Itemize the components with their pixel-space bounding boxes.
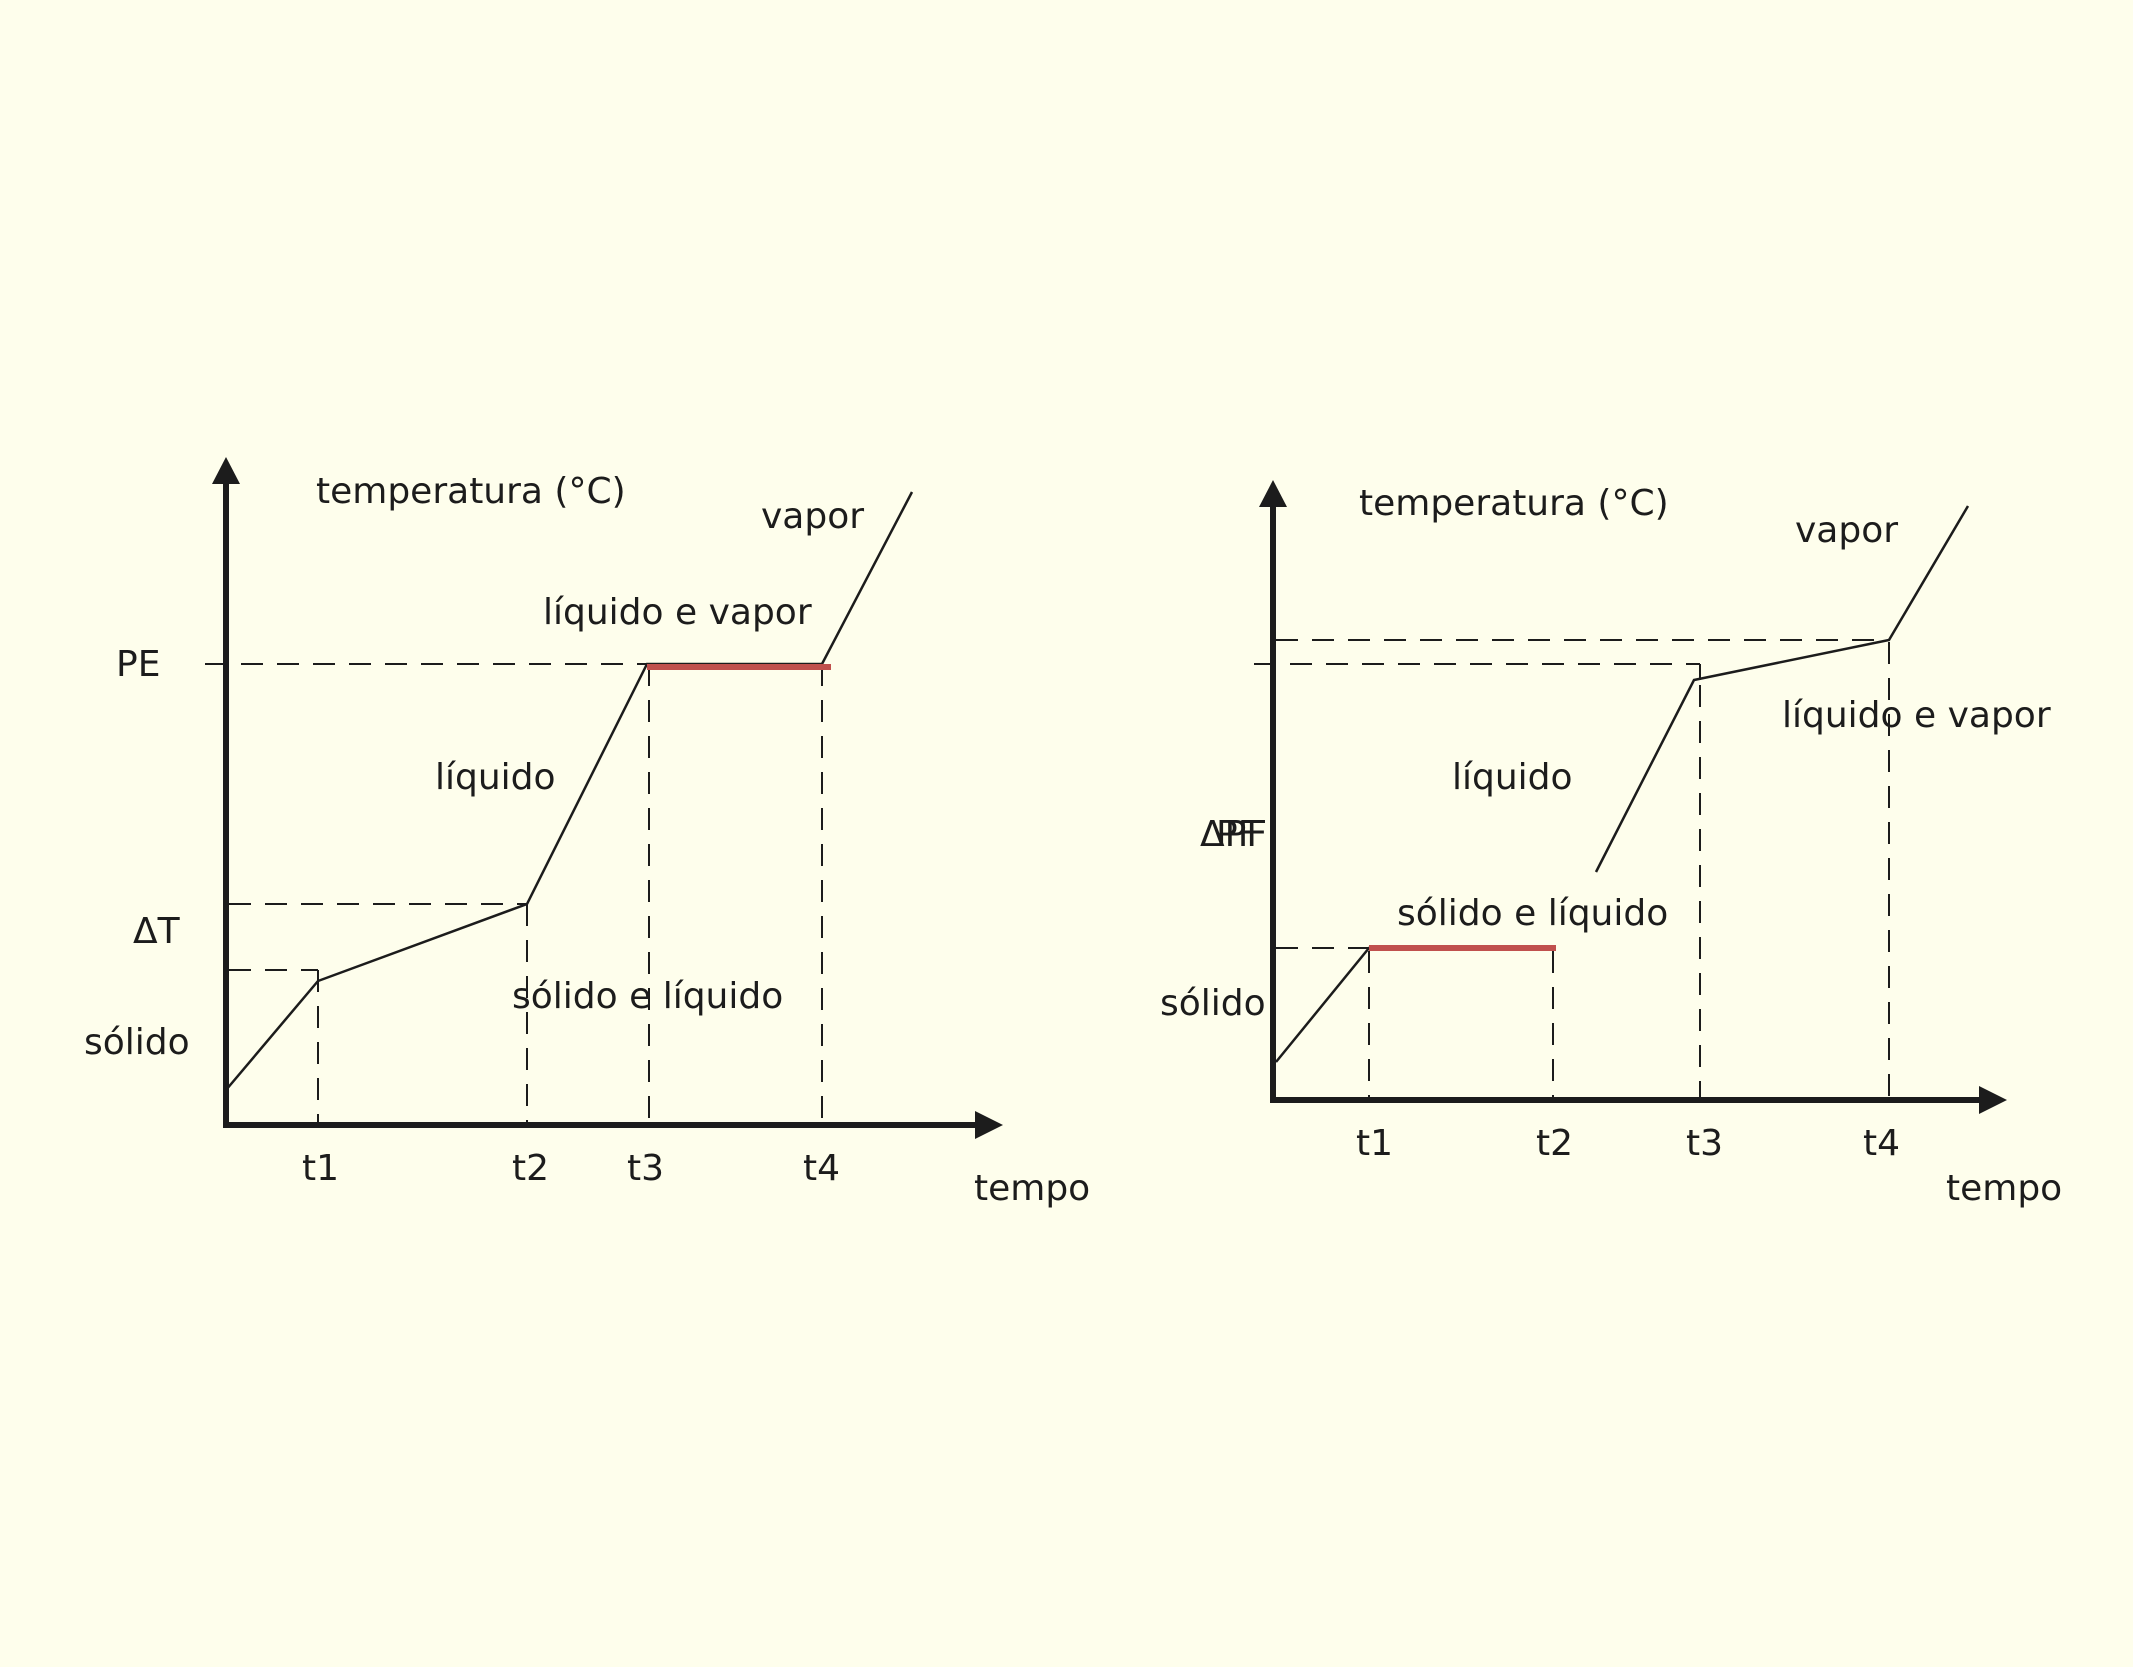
x-tick-label: t3 xyxy=(1686,1123,1723,1164)
phase-label: sólido e líquido xyxy=(512,976,783,1017)
x-tick-label: t2 xyxy=(1536,1123,1573,1164)
x-tick-label: t4 xyxy=(1863,1123,1900,1164)
y-marker-label: PE xyxy=(116,644,160,685)
x-axis-arrow-icon xyxy=(1979,1086,2007,1114)
x-axis-label: tempo xyxy=(974,1168,1090,1209)
heating-curve-right-upper xyxy=(1594,505,1970,873)
phase-label: líquido e vapor xyxy=(543,592,812,633)
x-tick-label: t1 xyxy=(1356,1123,1393,1164)
chart-left: temperatura (°C) tempo t1 t2 t3 t4 PE ΔT… xyxy=(84,457,1090,1209)
phase-label: sólido e líquido xyxy=(1397,893,1668,934)
phase-label: líquido xyxy=(1452,757,1573,798)
phase-label: sólido xyxy=(84,1022,190,1063)
heating-curve-left xyxy=(225,491,914,1091)
heating-curve-right xyxy=(1275,946,1553,1063)
phase-label: líquido e vapor xyxy=(1782,695,2051,736)
y-axis-arrow-icon xyxy=(212,457,240,484)
phase-label: vapor xyxy=(1795,510,1898,551)
x-axis-label: tempo xyxy=(1946,1168,2062,1209)
x-tick-label: t4 xyxy=(803,1148,840,1189)
x-tick-label: t2 xyxy=(512,1148,549,1189)
y-axis-label: temperatura (°C) xyxy=(316,471,626,512)
x-tick-label: t1 xyxy=(302,1148,339,1189)
y-axis-label: temperatura (°C) xyxy=(1359,483,1669,524)
x-tick-label: t3 xyxy=(627,1148,664,1189)
y-marker-label: ΔT xyxy=(133,911,181,952)
phase-label: líquido xyxy=(435,757,556,798)
y-marker-label: PF xyxy=(1216,814,1258,855)
x-axis-arrow-icon xyxy=(975,1111,1003,1139)
chart-right: temperatura (°C) tempo t1 t2 t3 t4 ΔPF P… xyxy=(1160,480,2062,1209)
phase-label: vapor xyxy=(761,496,864,537)
phase-label: sólido xyxy=(1160,983,1266,1024)
y-marker-label: ΔPF xyxy=(1200,814,1267,855)
y-axis-arrow-icon xyxy=(1259,480,1287,507)
